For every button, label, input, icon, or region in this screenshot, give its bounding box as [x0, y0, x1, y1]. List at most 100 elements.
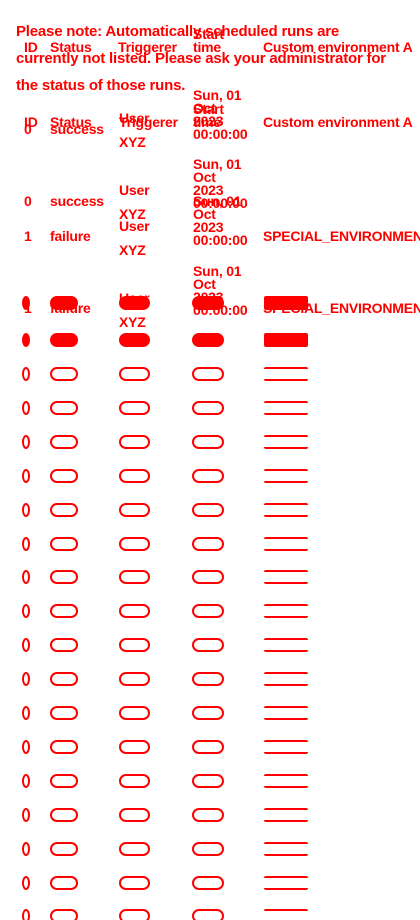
skeleton-block-trig [119, 435, 150, 449]
cell-triggerer: User XYZ [119, 182, 150, 222]
skeleton-block-id [22, 503, 30, 517]
column-header-status-ghost: Status [50, 114, 92, 130]
skeleton-block-trig [119, 909, 150, 920]
skeleton-block-start [192, 503, 224, 517]
skeleton-row [0, 435, 420, 457]
skeleton-block-start [192, 367, 224, 381]
skeleton-block-status [50, 706, 78, 720]
cell-triggerer: User XYZ [119, 110, 150, 150]
skeleton-block-trig [119, 740, 150, 754]
skeleton-block-id [22, 401, 30, 415]
skeleton-block-env [264, 672, 308, 686]
skeleton-block-id [22, 604, 30, 618]
skeleton-block-status [50, 604, 78, 618]
column-header-start-time[interactable]: Start time [193, 26, 224, 55]
skeleton-block-env [264, 740, 308, 754]
skeleton-block-env [264, 367, 308, 381]
cell-start-time: Sun, 01 Oct 2023 00:00:00 [193, 87, 248, 142]
skeleton-block-env [264, 503, 308, 517]
skeleton-row [0, 740, 420, 762]
skeleton-block-trig [119, 333, 150, 347]
skeleton-block-id [22, 537, 30, 551]
cell-status: success [50, 193, 104, 209]
skeleton-block-status [50, 774, 78, 788]
skeleton-row [0, 638, 420, 660]
cell-status: success [50, 121, 104, 137]
notice-message: Please note: Automatically scheduled run… [16, 23, 386, 94]
skeleton-block-start [192, 435, 224, 449]
skeleton-block-start [192, 604, 224, 618]
skeleton-block-id [22, 638, 30, 652]
cell-triggerer: User XYZ [119, 218, 150, 258]
skeleton-block-id [22, 672, 30, 686]
skeleton-block-trig [119, 537, 150, 551]
skeleton-block-start [192, 808, 224, 822]
skeleton-block-status [50, 570, 78, 584]
column-header-custom-environment[interactable]: Custom environment A [263, 39, 413, 55]
skeleton-row [0, 672, 420, 694]
skeleton-block-env [264, 638, 308, 652]
skeleton-block-start [192, 570, 224, 584]
skeleton-block-status [50, 367, 78, 381]
skeleton-block-env [264, 706, 308, 720]
skeleton-block-start [192, 296, 224, 310]
skeleton-block-status [50, 740, 78, 754]
skeleton-block-env [264, 296, 308, 310]
skeleton-block-start [192, 774, 224, 788]
column-header-id[interactable]: ID [24, 39, 38, 55]
skeleton-block-env [264, 469, 308, 483]
skeleton-block-id [22, 909, 30, 920]
skeleton-row [0, 842, 420, 864]
skeleton-block-start [192, 706, 224, 720]
skeleton-block-status [50, 876, 78, 890]
skeleton-block-start [192, 469, 224, 483]
skeleton-row [0, 401, 420, 423]
skeleton-block-status [50, 842, 78, 856]
skeleton-block-env [264, 604, 308, 618]
skeleton-block-start [192, 401, 224, 415]
column-header-status[interactable]: Status [50, 39, 92, 55]
skeleton-block-trig [119, 842, 150, 856]
cell-custom-environment: SPECIAL_ENVIRONMENT [263, 228, 420, 244]
skeleton-block-id [22, 367, 30, 381]
skeleton-block-id [22, 469, 30, 483]
skeleton-row [0, 333, 420, 355]
skeleton-block-trig [119, 296, 150, 310]
skeleton-row [0, 537, 420, 559]
skeleton-block-env [264, 876, 308, 890]
skeleton-block-status [50, 537, 78, 551]
skeleton-block-start [192, 909, 224, 920]
skeleton-block-id [22, 570, 30, 584]
skeleton-block-id [22, 706, 30, 720]
skeleton-block-start [192, 638, 224, 652]
skeleton-block-status [50, 638, 78, 652]
skeleton-block-start [192, 740, 224, 754]
cell-start-time: Sun, 01 Oct 2023 00:00:00 [193, 156, 248, 211]
skeleton-block-trig [119, 774, 150, 788]
skeleton-row [0, 808, 420, 830]
skeleton-block-env [264, 537, 308, 551]
skeleton-block-id [22, 842, 30, 856]
skeleton-row [0, 469, 420, 491]
column-header-triggerer-ghost: Triggerer [119, 114, 178, 130]
cell-id: 0 [24, 193, 32, 209]
column-header-triggerer[interactable]: Triggerer [118, 39, 177, 55]
skeleton-block-start [192, 537, 224, 551]
skeleton-block-env [264, 774, 308, 788]
skeleton-block-env [264, 842, 308, 856]
skeleton-row [0, 570, 420, 592]
skeleton-block-trig [119, 604, 150, 618]
skeleton-row [0, 774, 420, 796]
skeleton-block-status [50, 401, 78, 415]
skeleton-block-trig [119, 401, 150, 415]
cell-id: 0 [24, 121, 32, 137]
skeleton-row [0, 876, 420, 898]
skeleton-block-env [264, 909, 308, 920]
skeleton-block-status [50, 672, 78, 686]
cell-id: 1 [24, 228, 32, 244]
skeleton-block-trig [119, 367, 150, 381]
skeleton-block-trig [119, 638, 150, 652]
